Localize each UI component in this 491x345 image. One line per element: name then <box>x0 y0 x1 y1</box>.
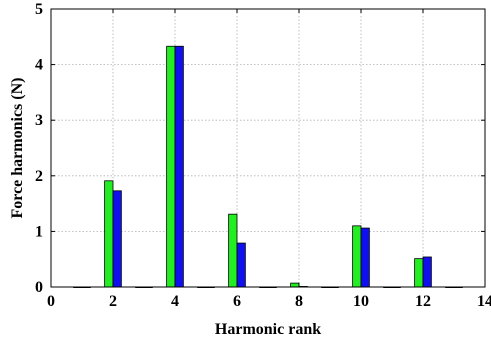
y-tick-label: 5 <box>35 1 43 18</box>
x-tick-labels: 0 2 4 6 8 10 12 14 <box>47 293 491 310</box>
x-tick-label: 12 <box>415 293 431 310</box>
x-tick-label: 0 <box>47 293 55 310</box>
bar-rank-6-series-2 <box>237 243 245 287</box>
bar-rank-8-series-1 <box>291 283 299 287</box>
y-tick-labels: 0 1 2 3 4 5 <box>35 1 43 296</box>
x-tick-label: 6 <box>233 293 241 310</box>
bar-rank-2-series-2 <box>113 191 121 287</box>
y-tick-label: 1 <box>35 223 43 240</box>
bars <box>74 46 463 287</box>
y-tick-label: 3 <box>35 112 43 129</box>
x-tick-label: 8 <box>295 293 303 310</box>
y-tick-label: 0 <box>35 279 43 296</box>
bar-rank-4-series-2 <box>175 46 183 287</box>
x-axis-title: Harmonic rank <box>215 321 321 338</box>
bar-rank-6-series-1 <box>229 214 237 287</box>
x-tick-label: 10 <box>353 293 369 310</box>
x-tick-label: 4 <box>171 293 179 310</box>
bar-rank-12-series-2 <box>423 257 431 287</box>
bar-rank-10-series-1 <box>353 226 361 287</box>
bar-rank-2-series-1 <box>105 181 113 287</box>
y-tick-label: 4 <box>35 57 43 74</box>
bar-rank-4-series-1 <box>167 46 175 287</box>
bar-rank-12-series-1 <box>415 259 423 287</box>
y-tick-label: 2 <box>35 168 43 185</box>
x-tick-label: 2 <box>109 293 117 310</box>
bar-rank-10-series-2 <box>361 228 369 287</box>
y-axis-title: Force harmonics (N) <box>9 78 26 219</box>
x-tick-label: 14 <box>477 293 491 310</box>
